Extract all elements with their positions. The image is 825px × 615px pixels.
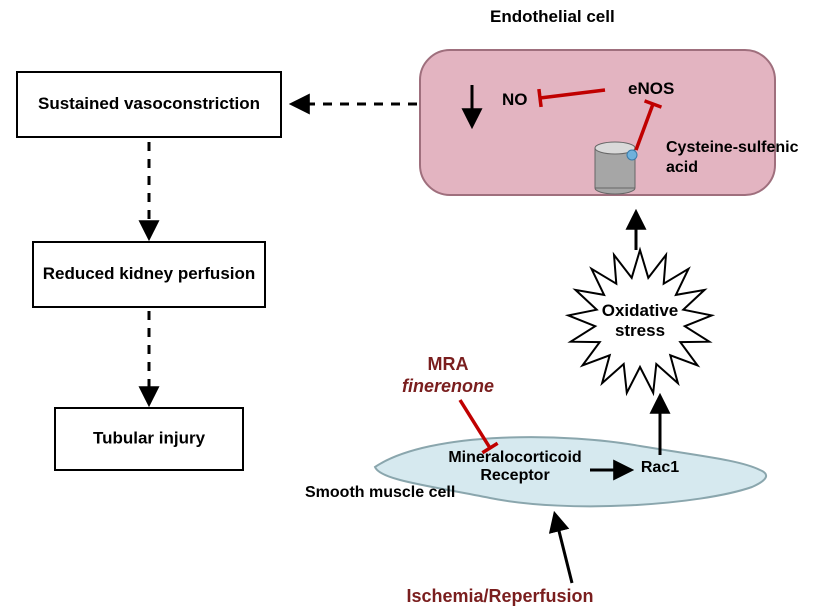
box2-label: Reduced kidney perfusion <box>43 264 256 283</box>
oxidative-label-2: stress <box>615 321 665 340</box>
box1-label: Sustained vasoconstriction <box>38 94 260 113</box>
finerenone-label: finerenone <box>402 376 494 396</box>
etbr-receptor <box>595 142 635 194</box>
cysteine-dot <box>627 150 637 160</box>
mr-label-2: Receptor <box>480 467 549 484</box>
cysteine-label-2: acid <box>666 159 698 176</box>
enos-label: eNOS <box>628 79 674 98</box>
mr-label-1: Mineralocorticoid <box>448 449 581 466</box>
oxidative-label-1: Oxidative <box>602 301 679 320</box>
ischemia-reperfusion-label: Ischemia/Reperfusion <box>406 586 593 606</box>
box3-label: Tubular injury <box>93 428 206 447</box>
mra-label: MRA <box>428 354 469 374</box>
rac1-label: Rac1 <box>641 459 679 476</box>
no-label: NO <box>502 90 528 109</box>
etbr-label: ETʙR <box>0 0 42 4</box>
smc-label: Smooth muscle cell <box>305 484 455 501</box>
cysteine-label-1: Cysteine-sulfenic <box>666 139 799 156</box>
arrow-ir-to-smc <box>555 515 572 583</box>
endothelial-cell-label: Endothelial cell <box>490 7 615 26</box>
